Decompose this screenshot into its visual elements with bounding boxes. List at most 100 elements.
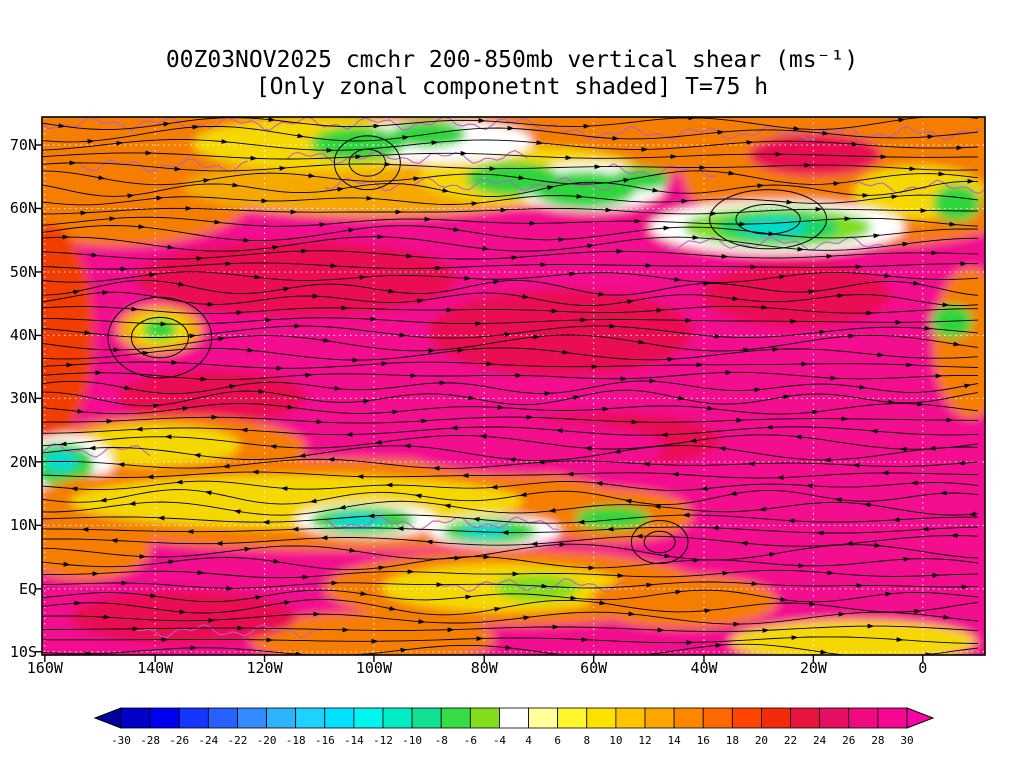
streamline-arrowhead	[131, 306, 139, 312]
streamline-arrowhead	[583, 123, 591, 129]
field-blob	[42, 515, 151, 580]
streamline-arrowhead	[692, 235, 700, 240]
y-axis-tick-label: 60N	[9, 199, 37, 218]
streamline-arrowhead	[913, 280, 921, 286]
streamline-arrowhead	[373, 123, 381, 129]
colorbar-segment	[731, 707, 762, 729]
streamline-arrowhead	[403, 443, 411, 449]
streamline-arrowhead	[200, 376, 208, 382]
streamline-arrowhead	[392, 409, 400, 415]
streamline-arrowhead	[504, 332, 512, 337]
streamline	[42, 471, 979, 479]
streamline-arrowhead	[523, 615, 531, 621]
analysis-contour	[324, 515, 559, 531]
streamline-arrowhead	[453, 227, 461, 232]
streamline-arrowhead	[443, 503, 451, 509]
streamline-arrowhead	[682, 512, 690, 518]
streamline-arrowhead	[189, 333, 197, 339]
streamline-arrowhead	[776, 475, 784, 480]
streamline-arrowhead	[899, 446, 907, 452]
streamline-arrowhead	[110, 538, 118, 543]
streamline-arrowhead	[190, 645, 198, 651]
streamline-arrowhead	[457, 348, 465, 353]
streamline-arrowhead	[174, 166, 182, 172]
streamline-arrowhead	[874, 542, 882, 548]
streamline-arrowhead	[197, 570, 205, 575]
streamline-arrowhead	[276, 365, 284, 371]
streamline-arrowhead	[128, 501, 136, 506]
streamline-arrowhead	[70, 486, 78, 492]
streamline-arrowhead	[927, 134, 935, 140]
streamline-arrowhead	[149, 272, 157, 278]
streamline-arrowhead	[891, 194, 899, 200]
streamline-arrowhead	[102, 290, 110, 295]
streamline-arrowhead	[349, 547, 357, 553]
streamline-arrowhead	[312, 293, 320, 299]
streamline-arrowhead	[804, 162, 812, 168]
streamline-arrowhead	[703, 281, 711, 286]
streamline-arrowhead	[837, 293, 845, 299]
streamline-arrowhead	[290, 209, 298, 215]
colorbar-segment	[411, 707, 442, 729]
streamline-arrowhead	[482, 246, 490, 251]
colorbar-tick-label: -12	[373, 734, 393, 747]
streamline-arrowhead	[84, 330, 92, 336]
x-axis-tick-label: 40W	[690, 659, 718, 677]
streamline	[42, 598, 979, 616]
streamline-arrowhead	[323, 337, 331, 343]
streamline-arrowhead	[833, 181, 841, 187]
field-blob	[494, 574, 580, 602]
streamline-arrowhead	[914, 608, 922, 614]
streamline-arrowhead	[371, 638, 379, 644]
streamline-arrowhead	[844, 216, 852, 222]
streamline-arrowhead	[823, 457, 831, 463]
streamline-arrowhead	[699, 165, 707, 171]
streamline-arrowhead	[69, 160, 77, 166]
streamline	[42, 262, 979, 270]
colorbar-tick-label: 14	[667, 734, 681, 747]
streamline-arrowhead	[222, 463, 230, 469]
streamline-arrowhead	[820, 649, 828, 655]
streamline-arrowhead	[816, 530, 824, 536]
field-blob	[702, 262, 891, 327]
field-blob	[136, 240, 457, 317]
streamline-arrowhead	[117, 462, 125, 468]
streamline-arrowhead	[319, 222, 327, 228]
streamline-arrowhead	[729, 491, 737, 496]
streamline-arrowhead	[475, 321, 483, 327]
vortex-streamline	[130, 316, 189, 359]
colorbar-segment	[499, 707, 529, 729]
streamline-arrowhead	[628, 611, 636, 617]
streamline-arrowhead	[704, 608, 712, 614]
streamline-arrowhead	[880, 154, 888, 160]
streamline-arrowhead	[432, 465, 440, 471]
streamline-arrowhead	[863, 502, 871, 508]
streamline-arrowhead	[544, 391, 552, 396]
streamline-arrowhead	[447, 627, 455, 633]
streamline-arrowhead	[635, 533, 643, 539]
field-blob	[70, 590, 297, 645]
streamline-arrowhead	[529, 221, 537, 226]
streamline-arrowhead	[892, 517, 900, 523]
streamline-arrowhead	[834, 497, 842, 503]
analysis-contour	[79, 158, 248, 173]
streamline-arrowhead	[609, 323, 617, 329]
colorbar-tick-label: 16	[697, 734, 710, 747]
streamline-arrowhead	[512, 571, 520, 577]
streamline-arrowhead	[877, 352, 885, 358]
streamline-arrowhead	[313, 611, 321, 617]
streamline-arrowhead	[431, 140, 439, 146]
streamline-arrowhead	[943, 614, 951, 620]
colorbar-segment	[702, 707, 733, 729]
streamline-arrowhead	[396, 526, 404, 532]
streamline-arrowhead	[472, 517, 480, 522]
streamline-arrowhead	[725, 370, 733, 375]
field-blob	[428, 289, 693, 376]
streamline-arrowhead	[775, 151, 783, 157]
streamline-arrowhead	[552, 624, 560, 630]
streamline-arrowhead	[150, 593, 158, 599]
streamline-arrowhead	[460, 150, 468, 156]
chart-subtitle: [Only zonal componetnt shaded] T=75 h	[255, 74, 769, 100]
field-blob	[42, 127, 259, 247]
